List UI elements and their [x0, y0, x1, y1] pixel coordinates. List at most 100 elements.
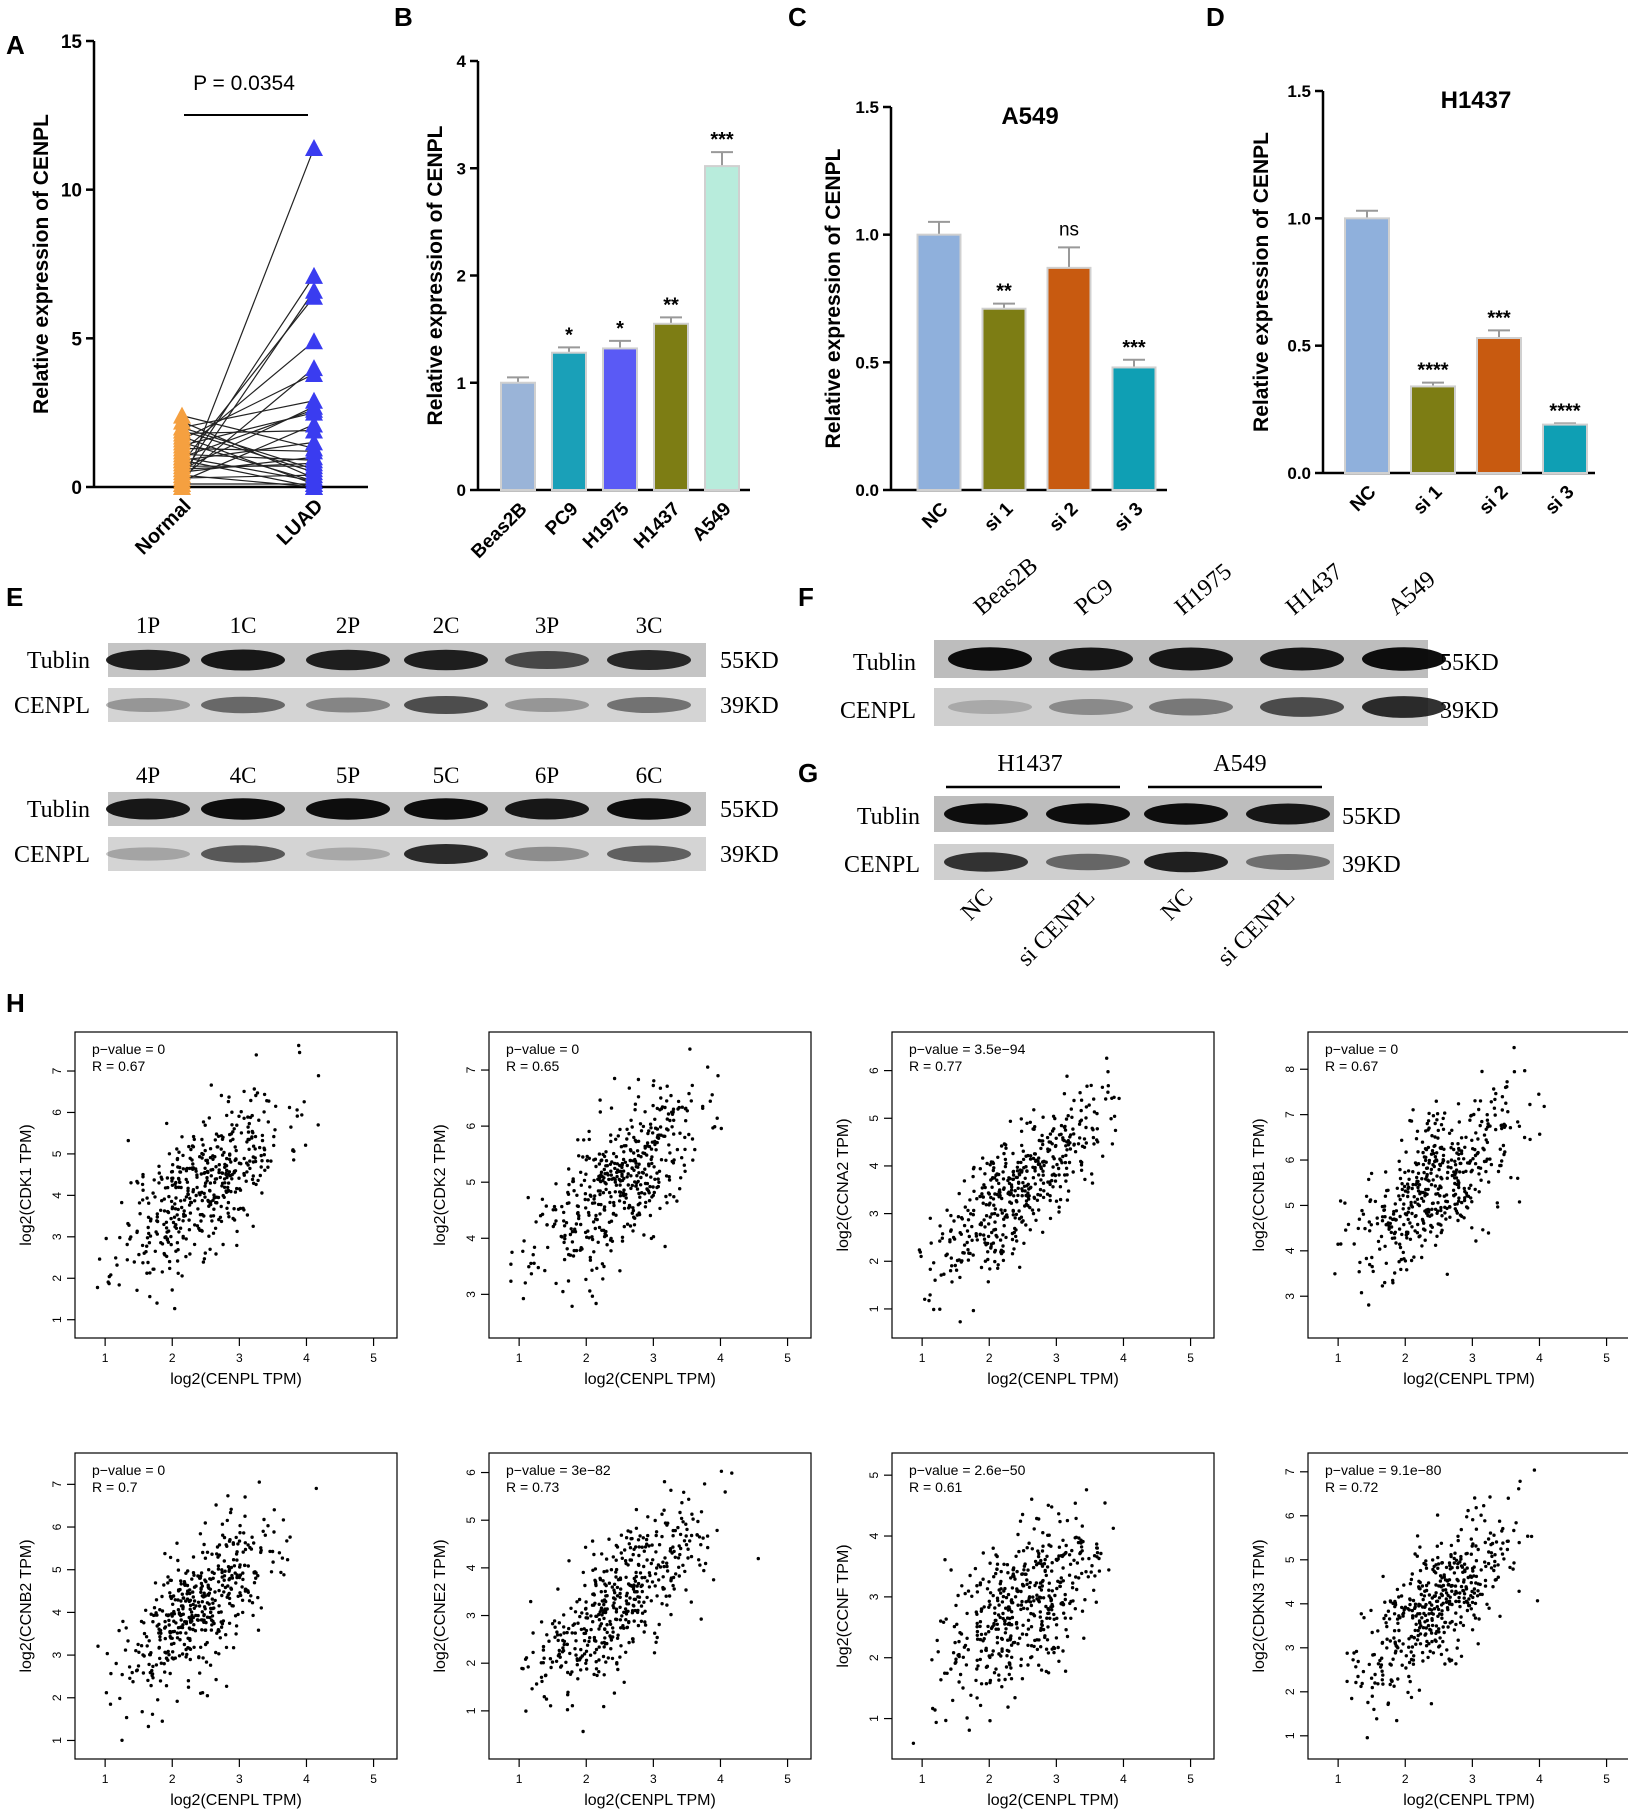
- blot-band: [306, 798, 390, 820]
- data-point: [1502, 1557, 1506, 1561]
- data-point: [562, 1613, 566, 1617]
- data-point: [576, 1677, 580, 1681]
- data-point: [1417, 1579, 1421, 1584]
- data-point: [197, 1604, 202, 1608]
- data-point: [554, 1182, 558, 1186]
- data-point: [182, 1198, 187, 1202]
- data-point: [1380, 1204, 1385, 1209]
- data-point: [155, 1232, 159, 1236]
- data-point: [1380, 1219, 1385, 1223]
- data-point: [191, 1571, 196, 1575]
- data-point: [1401, 1207, 1405, 1211]
- data-point: [1010, 1185, 1014, 1189]
- blot-band: [404, 649, 488, 671]
- data-point: [987, 1580, 991, 1584]
- data-point: [563, 1233, 567, 1238]
- data-point: [585, 1154, 589, 1159]
- data-point: [263, 1168, 267, 1173]
- data-point: [566, 1693, 570, 1697]
- data-point: [1485, 1118, 1490, 1122]
- data-point: [539, 1620, 544, 1624]
- data-point: [636, 1095, 641, 1099]
- data-point: [117, 1283, 121, 1287]
- data-point: [1058, 1580, 1062, 1585]
- data-point: [211, 1214, 216, 1218]
- data-point: [1471, 1157, 1475, 1161]
- data-point: [199, 1581, 204, 1586]
- data-point: [150, 1712, 155, 1717]
- data-point: [1484, 1169, 1488, 1174]
- data-point: [544, 1697, 549, 1701]
- data-point: [1051, 1165, 1055, 1169]
- data-point: [1505, 1080, 1509, 1084]
- data-point: [1008, 1119, 1013, 1124]
- data-point: [600, 1158, 604, 1162]
- data-point: [631, 1552, 635, 1557]
- data-point: [1425, 1166, 1430, 1170]
- data-point: [970, 1224, 974, 1229]
- data-point: [614, 1617, 618, 1621]
- data-point: [1401, 1612, 1405, 1617]
- data-point: [217, 1604, 221, 1608]
- data-point: [1473, 1187, 1477, 1192]
- data-point: [168, 1555, 173, 1560]
- x-tick-label: 5: [784, 1351, 791, 1365]
- data-point: [194, 1193, 198, 1198]
- data-point: [592, 1250, 596, 1254]
- y-tick-label: 4: [867, 1162, 881, 1169]
- data-point: [604, 1557, 609, 1561]
- data-point: [986, 1257, 990, 1262]
- data-point: [609, 1106, 614, 1110]
- data-point: [655, 1171, 659, 1175]
- data-point: [1441, 1583, 1446, 1588]
- data-point: [228, 1139, 233, 1143]
- data-point: [185, 1592, 189, 1596]
- data-point: [1449, 1158, 1454, 1162]
- p-value-label: p−value = 9.1e−80: [1325, 1462, 1442, 1478]
- data-point: [214, 1252, 218, 1256]
- data-point: [635, 1584, 639, 1588]
- data-point: [1399, 1267, 1403, 1272]
- data-point: [602, 1167, 606, 1172]
- data-point: [188, 1603, 193, 1608]
- data-point: [941, 1620, 946, 1625]
- y-axis-label: log2(CCNA2 TPM): [835, 1118, 852, 1251]
- y-tick-label: 5: [464, 1517, 478, 1524]
- data-point: [1111, 1526, 1116, 1531]
- bar: [1046, 266, 1092, 491]
- data-point: [1010, 1655, 1014, 1660]
- data-point: [527, 1265, 531, 1269]
- data-point: [1057, 1205, 1061, 1209]
- data-point: [262, 1110, 266, 1114]
- data-point: [1002, 1151, 1006, 1156]
- data-point: [1019, 1215, 1024, 1219]
- data-point: [629, 1118, 633, 1123]
- data-point: [666, 1128, 670, 1132]
- y-tick-label: 6: [464, 1469, 478, 1476]
- data-point: [643, 1151, 647, 1156]
- data-point: [1052, 1617, 1056, 1622]
- data-point: [1388, 1216, 1393, 1220]
- data-point: [1019, 1117, 1023, 1121]
- data-point: [1486, 1561, 1491, 1566]
- data-point: [1397, 1614, 1401, 1618]
- data-point: [642, 1233, 646, 1237]
- data-point: [1045, 1638, 1050, 1642]
- data-point: [1427, 1593, 1432, 1597]
- data-point: [1489, 1566, 1494, 1570]
- data-point: [191, 1590, 195, 1594]
- data-point: [1493, 1553, 1497, 1557]
- data-point: [986, 1280, 990, 1284]
- data-point: [145, 1644, 149, 1648]
- data-point: [1024, 1600, 1028, 1604]
- data-point: [1393, 1271, 1397, 1275]
- data-point: [598, 1110, 602, 1114]
- data-point: [1493, 1578, 1498, 1582]
- data-point: [1436, 1128, 1441, 1133]
- data-point: [998, 1615, 1002, 1620]
- data-point: [1042, 1562, 1047, 1566]
- data-point: [209, 1577, 213, 1582]
- y-tick-label: 4: [50, 1192, 64, 1199]
- data-point: [579, 1647, 583, 1652]
- data-point: [1441, 1625, 1445, 1629]
